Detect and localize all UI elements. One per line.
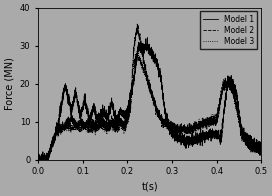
Model 2: [203, 120, 206, 122]
Model 3: [77, 129, 80, 131]
Model 2: [182, 126, 185, 129]
Line: Model 3: Model 3: [38, 50, 261, 160]
Line: Model 2: Model 2: [38, 24, 261, 160]
Model 2: [122, 120, 125, 122]
Legend: Model 1, Model 2, Model 3: Model 1, Model 2, Model 3: [200, 12, 258, 49]
Model 1: [170, 128, 174, 131]
Model 3: [203, 119, 206, 121]
Model 1: [36, 153, 40, 155]
Model 3: [122, 127, 125, 129]
Line: Model 1: Model 1: [38, 38, 261, 160]
Model 3: [36, 158, 40, 161]
Model 2: [260, 145, 263, 148]
Model 3: [136, 49, 140, 51]
Model 1: [146, 36, 149, 39]
Model 2: [136, 23, 139, 25]
Model 1: [182, 135, 185, 137]
Model 3: [170, 130, 174, 132]
Model 2: [170, 124, 174, 126]
Model 2: [220, 93, 223, 95]
Model 3: [220, 96, 223, 98]
Model 1: [122, 116, 125, 118]
Model 1: [203, 134, 206, 137]
Model 2: [36, 158, 40, 161]
Model 1: [77, 105, 80, 108]
Model 1: [260, 145, 263, 147]
Y-axis label: Force (MN): Force (MN): [4, 57, 14, 110]
Model 3: [260, 153, 263, 155]
Model 3: [182, 128, 185, 130]
Model 2: [36, 157, 40, 159]
X-axis label: t(s): t(s): [141, 182, 158, 192]
Model 1: [220, 128, 223, 131]
Model 1: [37, 158, 40, 161]
Model 2: [77, 122, 80, 125]
